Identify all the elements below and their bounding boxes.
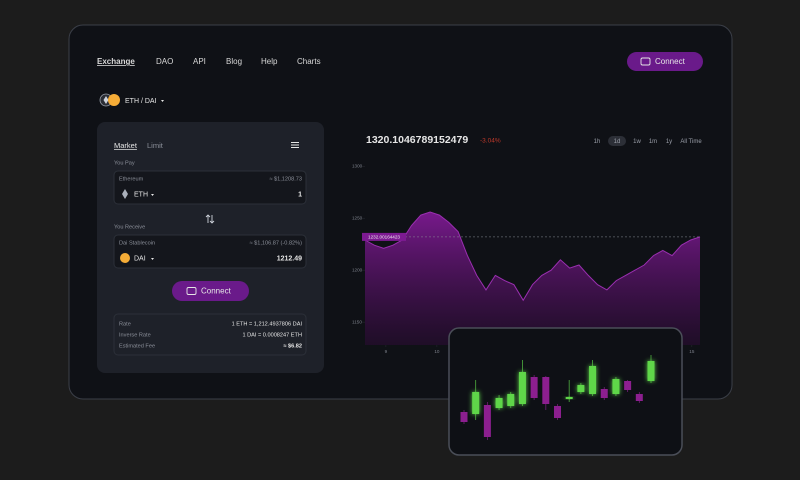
candle-body xyxy=(624,381,632,390)
detail-value: 1 ETH = 1,212.4937806 DAI xyxy=(232,321,303,327)
y-tick-label: 1150 xyxy=(352,319,362,324)
range-option[interactable]: 1w xyxy=(633,139,641,145)
connect-button[interactable] xyxy=(627,52,703,71)
pair-selector[interactable]: ETH / DAI xyxy=(125,98,157,105)
candle-body xyxy=(635,394,643,401)
candle-body xyxy=(460,412,468,422)
connect-label[interactable]: Connect xyxy=(655,57,686,66)
eth-glyph xyxy=(122,189,128,199)
detail-label: Estimated Fee xyxy=(119,343,155,349)
price-value: 1320.1046789152479 xyxy=(366,134,468,146)
usd-value: ≈ $1,106.87 (-0.82%) xyxy=(249,240,302,246)
pay-label: You Pay xyxy=(114,160,135,166)
wallet-icon xyxy=(186,287,197,295)
tab-active[interactable]: Market xyxy=(114,141,138,150)
range-option[interactable]: 1m xyxy=(649,139,657,145)
caret xyxy=(151,258,154,260)
brand[interactable]: Exchange xyxy=(97,57,135,66)
range-option[interactable]: 1y xyxy=(666,139,672,145)
candle-body xyxy=(530,377,538,398)
detail-value: 1 DAI = 0.0008247 ETH xyxy=(242,332,302,338)
connect-label[interactable]: Connect xyxy=(201,287,232,296)
receive-box[interactable] xyxy=(113,234,307,269)
dai-icon xyxy=(120,253,130,263)
caret xyxy=(151,194,154,196)
price-area xyxy=(365,212,700,345)
candle-body xyxy=(507,394,515,406)
nav-link[interactable]: Charts xyxy=(297,57,321,66)
candle-body xyxy=(600,389,608,398)
range-option[interactable]: 1h xyxy=(594,139,601,145)
connect-button[interactable] xyxy=(172,281,249,301)
amount[interactable]: 1 xyxy=(298,191,302,198)
candle-body xyxy=(577,385,585,392)
dai-icon xyxy=(108,94,120,106)
price-line xyxy=(364,211,701,302)
candle-panel xyxy=(448,327,683,456)
detail-label: Inverse Rate xyxy=(119,332,151,338)
nav-link[interactable]: DAO xyxy=(156,57,173,66)
range-selector: 1h 1d 1w 1m 1y All Time xyxy=(594,136,702,146)
x-tick-label: 15 xyxy=(689,349,695,354)
price-change: -3.04% xyxy=(480,138,501,145)
candle-body xyxy=(472,392,480,414)
range-pill[interactable] xyxy=(608,136,626,146)
caret xyxy=(161,100,164,102)
swap-direction-icon[interactable] xyxy=(205,214,215,224)
y-tick-label: 1200 xyxy=(352,267,363,272)
token-symbol[interactable]: DAI xyxy=(134,255,146,262)
detail-value: ≈ $6.82 xyxy=(283,343,302,349)
candle-body xyxy=(495,398,503,408)
candle-body xyxy=(612,379,620,394)
pay-box[interactable] xyxy=(113,170,307,205)
menu-icon[interactable] xyxy=(291,142,299,148)
wallet-icon xyxy=(640,57,651,66)
candle-body xyxy=(554,406,561,418)
candle-body xyxy=(518,372,526,404)
eth-glyph xyxy=(103,96,109,104)
token-symbol[interactable]: ETH xyxy=(134,191,148,198)
y-tick-label: 1250 xyxy=(352,215,363,220)
nav-link[interactable]: Help xyxy=(261,57,278,66)
usd-value: ≈ $1,1208.73 xyxy=(269,176,302,182)
nav-link[interactable]: API xyxy=(193,57,206,66)
candle-body xyxy=(565,397,573,399)
range-option[interactable]: 1d xyxy=(614,139,621,145)
current-price-label: 1232.00164423 xyxy=(368,234,400,239)
candle-body xyxy=(647,361,655,381)
nav-link[interactable]: Blog xyxy=(226,57,242,66)
current-price-tag xyxy=(362,232,406,241)
candle-body xyxy=(542,377,550,404)
token-name: Dai Stablecoin xyxy=(119,240,155,246)
candlestick-chart xyxy=(460,355,655,440)
range-option[interactable]: All Time xyxy=(680,139,702,145)
token-name: Ethereum xyxy=(119,176,144,182)
amount: 1212.49 xyxy=(277,255,302,262)
candle-body xyxy=(589,366,597,394)
x-tick-label: 10 xyxy=(434,349,440,354)
detail-label: Rate xyxy=(119,321,131,327)
x-tick-label: 9 xyxy=(385,349,388,354)
candle-body xyxy=(483,405,491,437)
tab[interactable]: Limit xyxy=(147,141,164,150)
y-tick-label: 1300 xyxy=(352,163,363,168)
details-box xyxy=(113,313,307,356)
receive-label: You Receive xyxy=(114,224,145,230)
